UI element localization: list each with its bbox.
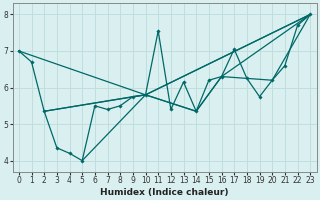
X-axis label: Humidex (Indice chaleur): Humidex (Indice chaleur) [100, 188, 229, 197]
